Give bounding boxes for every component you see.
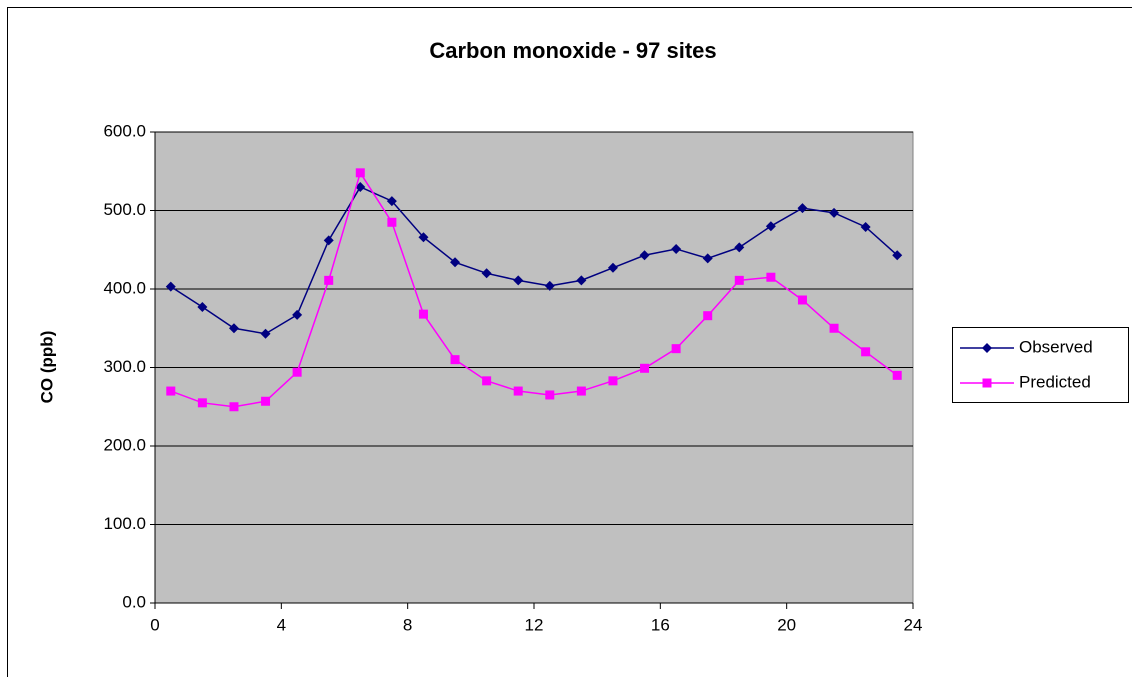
marker	[671, 243, 682, 254]
marker	[165, 281, 176, 292]
marker	[292, 367, 302, 377]
y-tick-label: 100.0	[103, 514, 146, 533]
marker	[355, 168, 365, 178]
x-tick-label: 16	[651, 615, 670, 634]
marker	[861, 347, 871, 357]
y-tick-label: 600.0	[103, 121, 146, 140]
legend-label: Observed	[1019, 337, 1093, 356]
marker	[482, 376, 492, 386]
marker	[640, 363, 650, 373]
marker	[607, 262, 618, 273]
legend-label: Predicted	[1019, 372, 1091, 391]
marker	[228, 323, 239, 334]
marker	[324, 275, 334, 285]
marker	[386, 196, 397, 207]
marker	[260, 328, 271, 339]
y-tick-label: 300.0	[103, 357, 146, 376]
marker	[323, 235, 334, 246]
marker	[513, 386, 523, 396]
marker	[450, 355, 460, 365]
marker	[766, 272, 776, 282]
x-tick-label: 24	[904, 615, 923, 634]
marker	[608, 376, 618, 386]
marker	[860, 221, 871, 232]
y-tick-label: 0.0	[122, 592, 146, 611]
marker	[734, 242, 745, 253]
marker	[166, 386, 176, 396]
marker	[418, 232, 429, 243]
marker	[292, 309, 303, 320]
x-tick-label: 0	[150, 615, 159, 634]
marker	[513, 275, 524, 286]
marker	[576, 386, 586, 396]
marker	[418, 309, 428, 319]
legend	[952, 327, 1129, 403]
series-line	[170, 171, 898, 408]
marker	[671, 344, 681, 354]
marker	[639, 250, 650, 261]
marker	[481, 268, 492, 279]
y-tick-label: 500.0	[103, 200, 146, 219]
marker	[892, 250, 903, 261]
marker	[892, 370, 902, 380]
marker	[545, 390, 555, 400]
marker	[734, 275, 744, 285]
y-tick-label: 400.0	[103, 278, 146, 297]
x-tick-label: 12	[525, 615, 544, 634]
marker	[197, 398, 207, 408]
marker	[797, 203, 808, 214]
marker	[703, 311, 713, 321]
y-axis-label: CO (ppb)	[37, 331, 56, 404]
marker	[387, 217, 397, 227]
marker	[797, 295, 807, 305]
y-tick-label: 200.0	[103, 435, 146, 454]
marker	[576, 275, 587, 286]
marker	[829, 207, 840, 218]
x-tick-label: 4	[277, 615, 286, 634]
marker	[544, 280, 555, 291]
marker	[982, 343, 992, 353]
marker	[450, 257, 461, 268]
series-line	[170, 185, 898, 335]
marker	[765, 221, 776, 232]
marker	[829, 323, 839, 333]
marker	[355, 181, 366, 192]
x-tick-label: 8	[403, 615, 412, 634]
marker	[982, 378, 992, 388]
chart-title: Carbon monoxide - 97 sites	[429, 38, 716, 63]
x-tick-label: 20	[777, 615, 796, 634]
marker	[702, 253, 713, 264]
marker	[229, 402, 239, 412]
marker	[261, 396, 271, 406]
marker	[197, 302, 208, 313]
